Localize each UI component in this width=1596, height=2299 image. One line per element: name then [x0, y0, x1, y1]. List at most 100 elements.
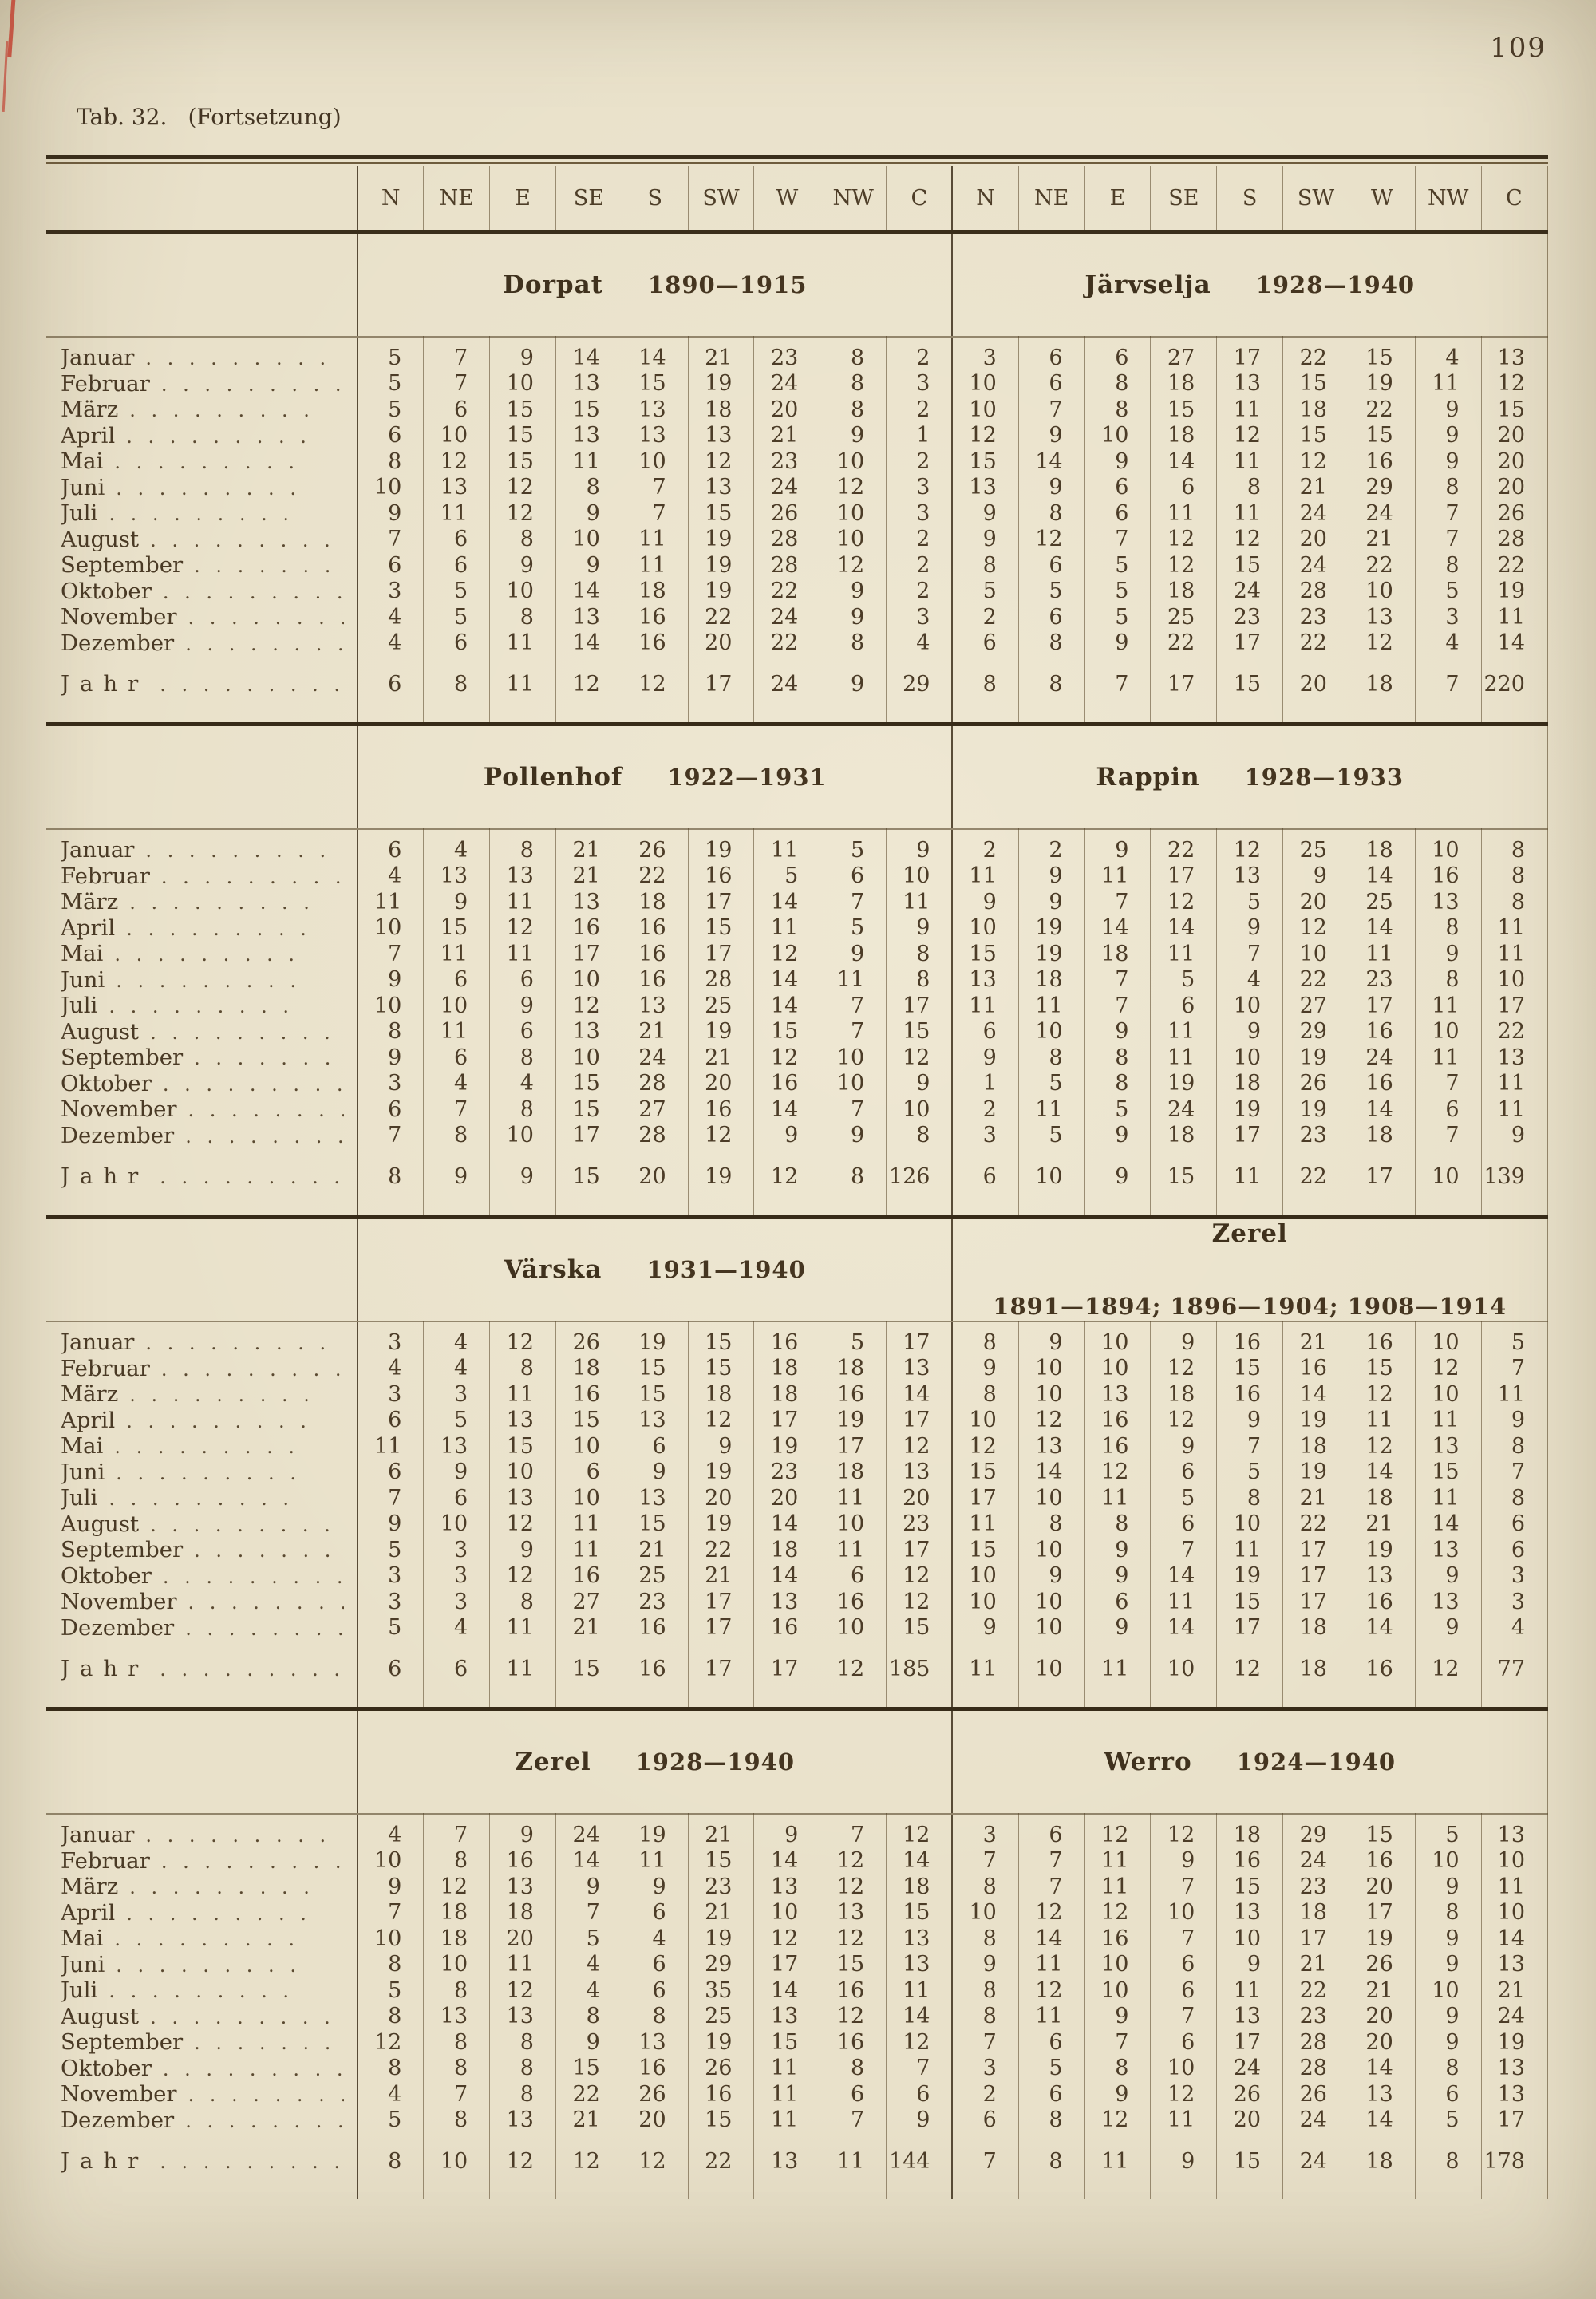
- value-cell: 20: [621, 2107, 689, 2133]
- value-cell: 15: [1282, 422, 1349, 448]
- table-row: [46, 1641, 1548, 1651]
- month-name: Juni: [61, 1951, 105, 1977]
- wind-direction-frequency-table: N NE E SE S SW W NW C N NE E SE S SW W NW C Dorpat 1890—191…: [46, 166, 1548, 2199]
- value-cell: 15: [555, 1096, 622, 1123]
- value-cell: 7: [1150, 2003, 1217, 2029]
- value-cell: 5: [1017, 2055, 1085, 2081]
- value-cell: 10: [1414, 1329, 1482, 1356]
- jahr-value-cell: 12: [621, 666, 689, 701]
- month-name: September: [61, 2029, 184, 2056]
- value-cell: 10: [1017, 1381, 1085, 1408]
- month-name: April: [61, 1407, 116, 1433]
- column-spacer: [1017, 701, 1085, 726]
- value-cell: 12: [1150, 552, 1217, 579]
- value-cell: 6: [489, 1018, 556, 1045]
- column-spacer: [687, 1814, 754, 1822]
- table-row: Oktober. . . . . . . . . 3 3 12 16 25 21 14 6 12 1…: [46, 1562, 1548, 1589]
- value-cell: 21: [555, 1614, 622, 1641]
- value-cell: 7: [1150, 1926, 1217, 1952]
- value-cell: 9: [1084, 448, 1151, 475]
- column-spacer: [687, 1194, 754, 1219]
- spacer: [46, 1814, 358, 1822]
- jahr-value-cell: 20: [1282, 666, 1349, 701]
- value-cell: 8: [1084, 370, 1151, 397]
- value-cell: 10: [423, 1511, 490, 1537]
- value-cell: 11: [1480, 604, 1548, 630]
- value-cell: 14: [555, 345, 622, 371]
- value-cell: 28: [753, 552, 820, 579]
- value-cell: 12: [753, 1926, 820, 1952]
- value-cell: 8: [1414, 2055, 1482, 2081]
- value-cell: 5: [357, 1537, 424, 1563]
- value-cell: 21: [687, 1562, 754, 1589]
- value-cell: 16: [687, 2081, 754, 2107]
- value-cell: 18: [1084, 941, 1151, 967]
- value-cell: 4: [1414, 630, 1482, 656]
- value-cell: 12: [820, 1926, 887, 1952]
- station-name: Zerel: [515, 1748, 591, 1776]
- column-spacer: [1084, 2179, 1151, 2199]
- value-cell: 8: [357, 2055, 424, 2081]
- value-cell: 3: [886, 500, 953, 527]
- jahr-value-cell: 10: [423, 2143, 490, 2179]
- value-cell: 7: [1414, 526, 1482, 552]
- value-cell: 11: [1017, 1951, 1085, 1977]
- value-cell: 12: [687, 1122, 754, 1148]
- column-spacer: [555, 829, 622, 837]
- value-cell: 6: [820, 2081, 887, 2107]
- value-cell: 16: [1216, 1381, 1283, 1408]
- value-cell: 15: [753, 1018, 820, 1045]
- value-cell: 16: [621, 630, 689, 656]
- table-row: N NE E SE S SW W NW C N NE E SE S SW W NW C: [46, 166, 1548, 234]
- value-cell: 13: [1216, 370, 1283, 397]
- value-cell: 19: [1017, 914, 1085, 941]
- column-spacer: [886, 2133, 953, 2143]
- value-cell: 12: [357, 2029, 424, 2056]
- value-cell: 8: [423, 1977, 490, 2004]
- jahr-value-cell: 6: [423, 1651, 490, 1686]
- column-spacer: [621, 656, 689, 666]
- value-cell: 7: [886, 2055, 953, 2081]
- value-cell: 11: [1216, 448, 1283, 475]
- value-cell: 8: [489, 1589, 556, 1615]
- dot-leader: . . . . . . . . .: [188, 606, 344, 630]
- value-cell: 7: [423, 1096, 490, 1123]
- value-cell: 14: [1084, 914, 1151, 941]
- value-cell: 3: [357, 1589, 424, 1615]
- value-cell: 13: [621, 422, 689, 448]
- column-spacer: [423, 1641, 490, 1651]
- column-spacer: [951, 656, 1019, 666]
- value-cell: 7: [1084, 966, 1151, 993]
- column-spacer: [1282, 1814, 1349, 1822]
- column-spacer: [1414, 656, 1482, 666]
- row-label: Dezember . . . . . . . . .: [46, 2107, 358, 2134]
- value-cell: 11: [357, 1433, 424, 1460]
- value-cell: 9: [951, 1951, 1019, 1977]
- value-cell: 25: [687, 993, 754, 1019]
- month-name: September: [61, 1537, 184, 1563]
- value-cell: 9: [820, 1122, 887, 1148]
- jahr-value-cell: 13: [753, 2143, 820, 2179]
- value-cell: 11: [1216, 500, 1283, 527]
- value-cell: 10: [886, 863, 953, 889]
- value-cell: 15: [1216, 1355, 1283, 1381]
- value-cell: 8: [489, 1096, 556, 1123]
- value-cell: 10: [820, 1070, 887, 1096]
- value-cell: 15: [951, 448, 1019, 475]
- value-cell: 10: [1084, 1951, 1151, 1977]
- value-cell: 17: [555, 1122, 622, 1148]
- value-cell: 8: [820, 2055, 887, 2081]
- value-cell: 11: [1480, 1874, 1548, 1900]
- value-cell: 8: [1017, 2107, 1085, 2133]
- value-cell: 24: [753, 604, 820, 630]
- value-cell: 14: [1282, 1381, 1349, 1408]
- value-cell: 3: [886, 370, 953, 397]
- value-cell: 5: [1017, 578, 1085, 604]
- dot-leader: . . . . . . . . .: [194, 1539, 344, 1562]
- row-label: April . . . . . . . . .: [46, 915, 358, 942]
- value-cell: 5: [423, 1407, 490, 1433]
- value-cell: 16: [621, 2055, 689, 2081]
- value-cell: 5: [1414, 578, 1482, 604]
- column-spacer: [1480, 1686, 1548, 1711]
- value-cell: 7: [423, 2081, 490, 2107]
